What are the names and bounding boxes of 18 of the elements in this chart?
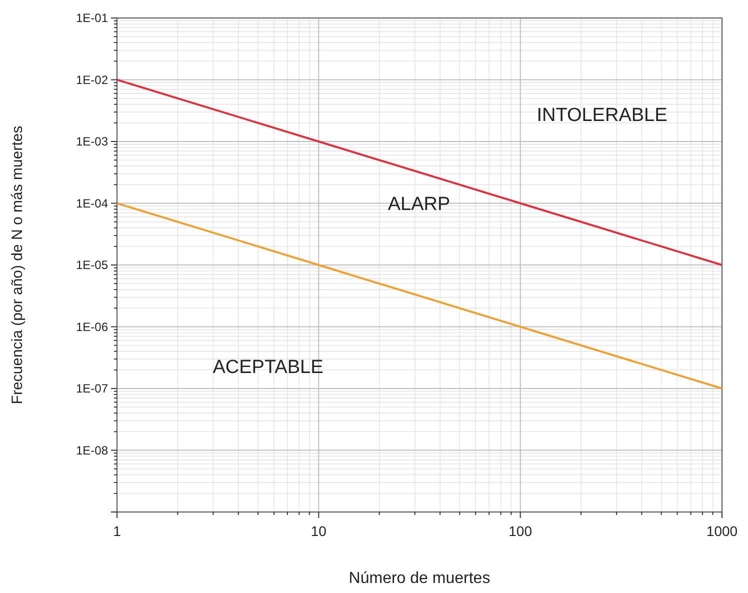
y-tick-label: 1E-03 bbox=[76, 134, 108, 148]
y-tick-label: 1E-08 bbox=[76, 443, 108, 458]
y-tick-label: 1E-04 bbox=[76, 196, 108, 210]
x-axis-title: Número de muertes bbox=[348, 570, 490, 587]
annotation: INTOLERABLE bbox=[536, 105, 668, 126]
x-tick-label: 100 bbox=[508, 523, 532, 539]
y-tick-label: 1E-01 bbox=[76, 11, 108, 25]
y-axis-title: Frecuencia (por año) de N o más muertes bbox=[9, 126, 26, 404]
annotation: ACEPTABLE bbox=[212, 357, 324, 378]
x-tick-label: 1000 bbox=[706, 523, 738, 539]
y-tick-label: 1E-02 bbox=[76, 72, 108, 87]
annotation: ALARP bbox=[388, 194, 450, 216]
y-tick-label: 1E-06 bbox=[76, 320, 108, 334]
x-tick-label: 1 bbox=[113, 523, 122, 539]
y-tick-label: 1E-05 bbox=[76, 258, 108, 272]
x-tick-label: 10 bbox=[310, 523, 327, 539]
line-series bbox=[116, 78, 723, 266]
y-tick-label: 1E-07 bbox=[76, 382, 108, 396]
